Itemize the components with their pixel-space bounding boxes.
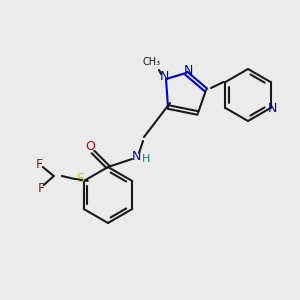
Text: CH₃: CH₃: [143, 57, 161, 67]
Text: F: F: [38, 182, 45, 194]
Text: O: O: [85, 140, 95, 154]
Text: S: S: [76, 172, 84, 185]
Text: N: N: [268, 101, 277, 115]
Text: H: H: [142, 154, 150, 164]
Text: F: F: [36, 158, 43, 170]
Text: N: N: [159, 70, 169, 83]
Text: N: N: [131, 151, 141, 164]
Text: N: N: [183, 64, 193, 77]
